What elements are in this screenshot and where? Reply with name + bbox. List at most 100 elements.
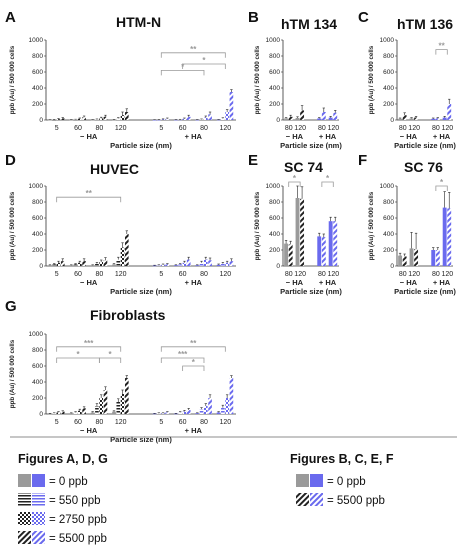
bar-A-0-1 (52, 119, 57, 121)
group-label: − HA (80, 132, 98, 141)
significance-bracket (182, 63, 226, 69)
x-tick-label: 5 (159, 125, 163, 132)
bar-C-3-0 (442, 117, 447, 120)
bar-G-0-1 (52, 413, 57, 414)
y-tick-label: 0 (390, 263, 394, 270)
y-tick-label: 1000 (380, 183, 395, 190)
group-label: − HA (286, 132, 304, 141)
bar-G-5-1 (178, 412, 182, 414)
legend-swatch-blue-diagonal (32, 531, 45, 544)
x-tick-label: 120 (441, 125, 453, 132)
bar-A-6-3 (208, 114, 212, 120)
chart-title: HTM-N (116, 14, 161, 30)
bar-G-5-0 (174, 413, 178, 415)
x-tick-label: 120 (408, 125, 420, 132)
x-tick-label: 60 (179, 125, 187, 132)
bar-G-6-0 (195, 413, 200, 414)
significance-bracket (435, 49, 448, 55)
x-tick-label: 80 (432, 271, 440, 278)
bar-A-7-1 (221, 118, 225, 120)
x-tick-label: 80 (399, 125, 407, 132)
panel-letter: A (5, 9, 16, 26)
y-tick-label: 400 (269, 85, 280, 92)
legend-left: Figures A, D, G = 0 ppb = 550 ppb = 2750… (18, 452, 108, 545)
group-label: − HA (80, 278, 98, 287)
x-axis-label: Particle size (nm) (280, 141, 342, 150)
bar-F-1-1 (414, 249, 419, 266)
x-tick-label: 120 (219, 271, 231, 278)
legend-swatch-gray-checker (18, 512, 31, 525)
x-tick-label: 80 (95, 125, 103, 132)
bar-B-2-0 (317, 118, 322, 120)
significance-label: * (181, 62, 185, 71)
bar-C-2-1 (435, 118, 440, 120)
bar-F-2-0 (431, 250, 436, 266)
y-tick-label: 200 (269, 101, 280, 108)
chart-title: SC 76 (404, 159, 443, 175)
group-label: + HA (319, 132, 337, 141)
y-axis-label: ppb (Au) / 500 000 cells (254, 191, 261, 260)
y-tick-label: 1000 (29, 183, 44, 190)
bar-G-1-2 (78, 410, 82, 414)
group-label: − HA (80, 426, 98, 435)
group-label: + HA (185, 278, 203, 287)
bar-F-3-1 (447, 208, 452, 266)
bar-B-3-0 (328, 117, 333, 120)
bar-A-5-1 (178, 119, 182, 121)
chart-title: SC 74 (284, 159, 323, 175)
bar-D-3-3 (124, 234, 129, 266)
bar-G-3-2 (120, 394, 125, 414)
legend-swatch-gray-diagonal-right (296, 493, 309, 506)
bar-A-4-2 (161, 119, 165, 120)
legend-left-item-2: = 2750 ppb (49, 514, 107, 526)
bar-G-2-0 (90, 412, 95, 414)
y-tick-label: 400 (32, 231, 43, 238)
significance-label: * (293, 174, 297, 183)
bar-A-7-3 (229, 92, 234, 120)
y-tick-label: 1000 (266, 183, 281, 190)
x-tick-label: 80 (200, 419, 208, 426)
bar-A-6-2 (203, 117, 208, 120)
x-tick-label: 80 (318, 271, 326, 278)
x-tick-label: 60 (179, 419, 187, 426)
x-tick-label: 120 (294, 271, 306, 278)
bar-A-4-0 (152, 119, 157, 121)
bar-G-0-0 (48, 413, 52, 415)
bar-G-2-3 (103, 390, 108, 414)
y-tick-label: 1000 (29, 37, 44, 44)
group-label: − HA (400, 132, 418, 141)
panel-letter: D (5, 152, 16, 169)
y-tick-label: 200 (32, 247, 43, 254)
bar-D-0-1 (52, 264, 57, 266)
significance-bracket (98, 357, 122, 363)
bar-A-3-2 (120, 115, 125, 120)
bar-A-2-3 (103, 116, 108, 120)
bar-D-7-1 (221, 263, 225, 266)
y-tick-label: 400 (383, 85, 394, 92)
y-tick-label: 600 (32, 215, 43, 222)
y-tick-label: 0 (276, 117, 280, 124)
bar-D-7-0 (216, 264, 221, 266)
bar-E-2-0 (317, 236, 322, 266)
x-tick-label: 120 (441, 271, 453, 278)
bar-D-2-2 (99, 262, 103, 266)
bar-G-7-3 (229, 378, 234, 414)
y-tick-label: 400 (383, 231, 394, 238)
bar-B-2-1 (321, 112, 326, 120)
bar-G-7-1 (221, 407, 225, 414)
bar-E-0-0 (284, 243, 289, 266)
bar-A-2-1 (95, 119, 99, 120)
y-tick-label: 0 (39, 263, 43, 270)
bar-A-6-1 (199, 119, 204, 120)
x-tick-label: 80 (200, 271, 208, 278)
group-label: − HA (286, 278, 304, 287)
bar-F-2-1 (435, 250, 440, 266)
legend-swatch-gray-hatch (18, 493, 31, 506)
significance-label: ** (86, 189, 93, 198)
x-tick-label: 60 (74, 125, 82, 132)
group-label: + HA (319, 278, 337, 287)
bar-F-3-0 (442, 207, 447, 266)
y-tick-label: 1000 (266, 37, 281, 44)
bar-C-3-1 (447, 104, 452, 120)
